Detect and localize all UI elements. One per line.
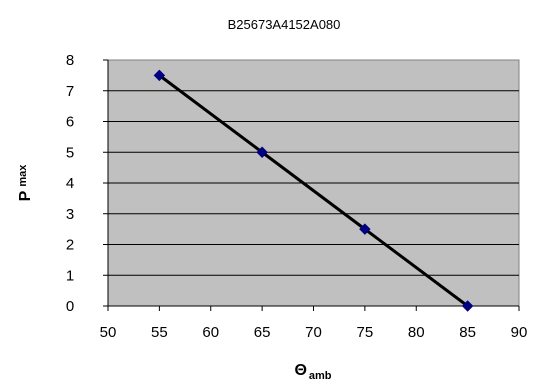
data-point-marker: [153, 69, 166, 82]
y-tick-label: 0: [66, 298, 74, 315]
y-tick-label: 8: [66, 52, 74, 69]
y-tick-label: 1: [66, 267, 74, 284]
data-point-marker: [461, 300, 474, 312]
y-axis-label-sub: max: [17, 164, 29, 187]
data-series: [153, 69, 474, 312]
x-tick-labels: 50 55 60 65 70 75 80 85 90: [100, 324, 528, 341]
series-line: [158, 74, 469, 308]
y-tick-label: 7: [66, 83, 74, 100]
y-tick-label: 2: [66, 237, 74, 254]
y-tick-label: 4: [66, 175, 74, 192]
y-tick-label: 3: [66, 206, 74, 223]
x-tick-label: 65: [254, 324, 271, 341]
data-point-marker: [256, 146, 268, 158]
data-point-marker: [359, 223, 371, 235]
x-tick-label: 60: [202, 324, 219, 341]
x-tick-label: 75: [357, 324, 374, 341]
x-tick-label: 55: [151, 324, 168, 341]
y-tick-label: 5: [66, 144, 74, 161]
grid-lines: [108, 90, 519, 276]
y-axis-label-main: P: [17, 190, 34, 201]
x-axis-label-sub: amb: [309, 370, 332, 382]
x-tick-label: 90: [511, 324, 528, 341]
axes: [103, 59, 520, 311]
x-tick-label: 80: [408, 324, 425, 341]
chart-title: B25673A4152A080: [228, 17, 341, 32]
x-tick-label: 50: [100, 324, 117, 341]
y-tick-label: 6: [66, 114, 74, 131]
x-tick-label: 85: [459, 324, 476, 341]
x-tick-label: 70: [305, 324, 322, 341]
y-axis-label: Pmax: [17, 164, 34, 202]
x-axis-label-main: Θ: [294, 362, 306, 379]
y-tick-labels: 0 1 2 3 4 5 6 7 8: [66, 52, 74, 315]
